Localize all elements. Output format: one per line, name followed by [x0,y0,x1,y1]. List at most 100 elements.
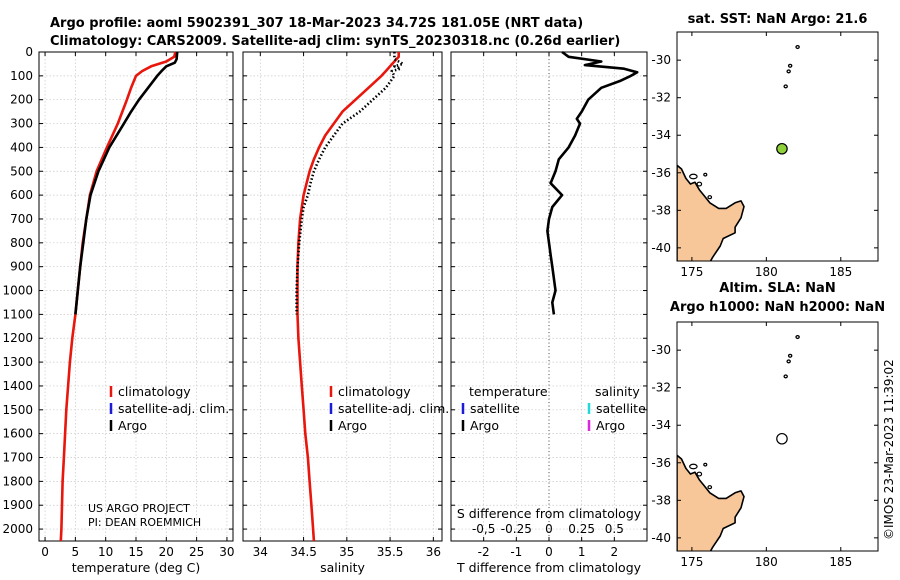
map-ytick-label: -34 [651,418,671,432]
xtick-top-label: 0 [545,522,553,536]
map-ytick-label: -38 [651,203,671,217]
series-t-argo-clim [546,50,639,315]
xtick-label: 1 [578,545,586,559]
ytick-label: 1800 [2,474,33,488]
map-xtick-label: 180 [755,265,778,279]
map-title-line-2: Argo h1000: NaN h2000: NaN [670,300,885,315]
legend-label: Argo [470,418,499,433]
legend-label: climatology [338,384,411,399]
float-marker [776,142,788,155]
xtick-top-label: 0.5 [605,522,624,536]
map-ytick-label: -32 [651,91,671,105]
ytick-label: 1900 [2,498,33,512]
xtick-label: 30 [219,545,234,559]
map-title-line-1: Altim. SLA: NaN [719,281,835,296]
kermadec-island [783,374,788,379]
x-axis-label-top: S difference from climatology [457,506,642,521]
xtick-label: 5 [72,545,80,559]
map-xtick-label: 175 [680,555,703,569]
map-xtick-label: 185 [829,555,852,569]
kermadec-island [795,44,800,50]
ytick-label: 1200 [2,331,33,345]
map-ytick-label: -30 [651,53,671,67]
panels: 0100200300400500600700800900100011001200… [2,12,885,575]
xtick-label: 0 [545,545,553,559]
ytick-label: 1700 [2,451,33,465]
ytick-label: 500 [10,164,33,178]
legend-label: Argo [118,418,147,433]
island [703,462,708,467]
map-ytick-label: -40 [651,531,671,545]
map-xtick-label: 185 [829,265,852,279]
xtick-top-label: -0.25 [501,522,532,536]
title-line-1: Argo profile: aoml 5902391_307 18-Mar-20… [50,16,583,31]
map-map_sst: 175 180 185 -30 -32 -34 -36 -38 -40 sat. SST: NaN… [651,12,879,279]
x-axis-label: salinity [320,560,365,575]
kermadec-island [786,69,791,74]
xtick-label: -1 [510,545,522,559]
xtick-top-label: -0,5 [472,522,495,536]
project-line-1: US ARGO PROJECT [88,502,190,515]
legend-label: Argo [596,418,625,433]
legend-label: Argo [338,418,367,433]
ytick-label: 1000 [2,284,33,298]
xtick-label: 0 [41,545,49,559]
xtick-label: -2 [478,545,490,559]
kermadec-island [783,84,788,89]
project-line-2: PI: DEAN ROEMMICH [88,516,201,529]
axes-frame [38,51,234,542]
legend-label: satellite-adj. clim. [118,401,229,416]
legend-label: satellite [596,401,646,416]
xtick-label: 15 [128,545,143,559]
land-north-island [677,454,745,551]
map-ytick-label: -36 [651,456,671,470]
xtick-label: 20 [159,545,174,559]
ytick-label: 800 [10,236,33,250]
map-ytick-label: -36 [651,166,671,180]
legend-label: climatology [118,384,191,399]
ytick-label: 200 [10,93,33,107]
map-title: sat. SST: NaN Argo: 21.6 [688,12,868,27]
xtick-label: 25 [189,545,204,559]
panel-difference: -2 -1 0 1 2T difference from climatology temp… [450,50,648,575]
xtick-top-label: 0.25 [568,522,595,536]
map-ytick-label: -32 [651,381,671,395]
island [696,181,703,187]
ytick-label: 1400 [2,379,33,393]
kermadec-island [786,359,791,364]
island [703,172,708,177]
ytick-label: 0 [25,45,33,59]
panel-temperature: 0100200300400500600700800900100011001200… [2,45,234,575]
xtick-label: 35 [339,545,354,559]
ytick-label: 700 [10,212,33,226]
map-ytick-label: -34 [651,128,671,142]
ytick-label: 1600 [2,427,33,441]
island [707,195,713,200]
kermadec-island [787,353,793,358]
xtick-label: 10 [98,545,113,559]
island [707,485,713,490]
ytick-label: 900 [10,260,33,274]
map-frame [676,321,879,552]
axes-frame [242,51,443,542]
island [696,471,703,477]
ytick-label: 100 [10,69,33,83]
x-axis-label: temperature (deg C) [72,560,201,575]
float-marker [776,432,788,445]
map-ytick-label: -38 [651,493,671,507]
xtick-label: 34.5 [290,545,317,559]
island [689,463,698,470]
panel-salinity: 34 34.5 35 35.5 36 salinity climatology satelli… [242,51,449,575]
map-ytick-label: -30 [651,343,671,357]
ytick-label: 1500 [2,403,33,417]
xtick-label: 34 [253,545,268,559]
ytick-label: 300 [10,117,33,131]
map-xtick-label: 175 [680,265,703,279]
title-line-2: Climatology: CARS2009. Satellite-adj cli… [50,34,620,49]
legend-label: satellite-adj. clim. [338,401,449,416]
map-xtick-label: 180 [755,555,778,569]
xtick-label: 35.5 [377,545,404,559]
series-climatology [296,52,401,542]
land-north-island [677,164,745,261]
